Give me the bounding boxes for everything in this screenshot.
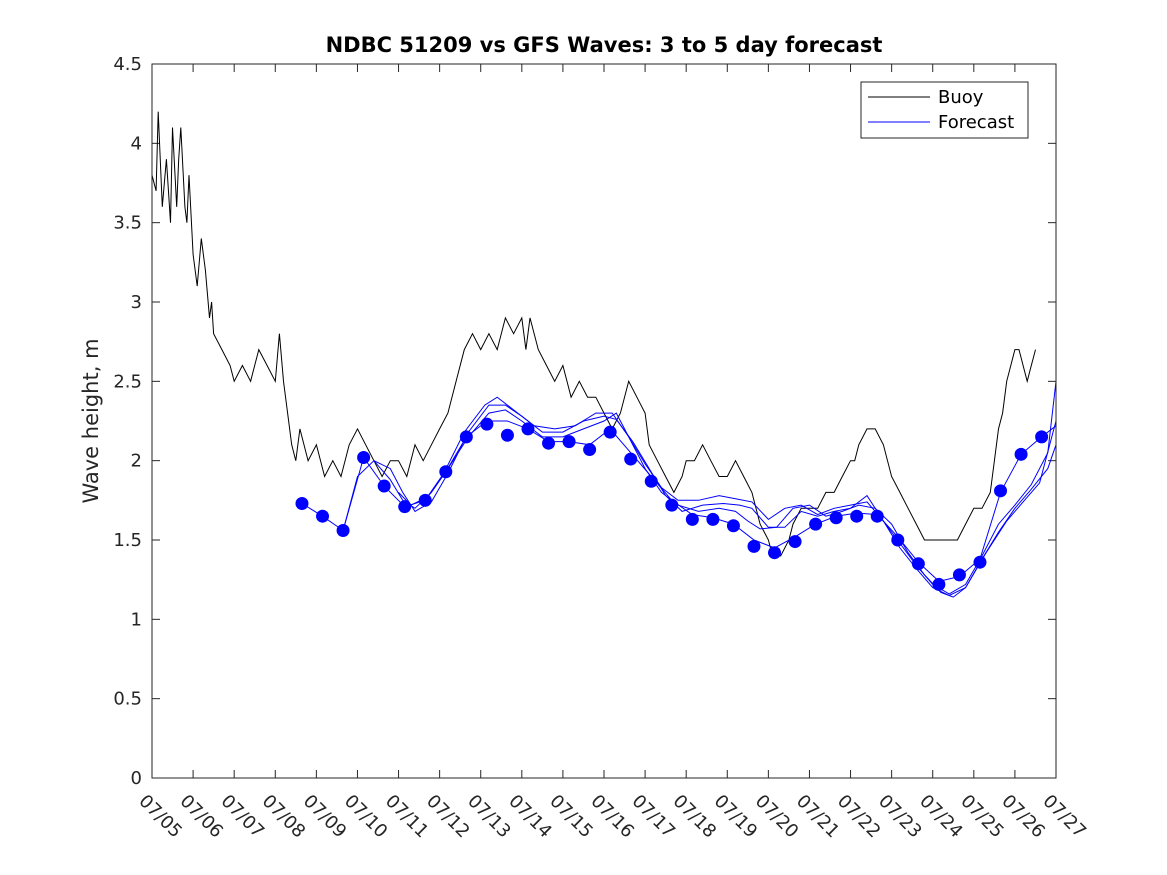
forecast-series-line bbox=[398, 381, 1057, 595]
x-tick-label: 07/16 bbox=[586, 791, 638, 843]
buoy-series-line bbox=[151, 111, 1036, 557]
forecast-point bbox=[1014, 447, 1028, 461]
x-tick-label: 07/26 bbox=[997, 791, 1049, 843]
y-axis-label: Wave height, m bbox=[79, 338, 103, 503]
forecast-point bbox=[706, 512, 720, 526]
y-tick-label: 0.5 bbox=[113, 689, 142, 710]
forecast-point bbox=[891, 533, 905, 547]
x-tick-label: 07/22 bbox=[833, 791, 885, 843]
x-tick-label: 07/07 bbox=[217, 791, 269, 843]
y-tick-label: 3 bbox=[131, 292, 142, 313]
forecast-point bbox=[768, 546, 782, 560]
x-tick-label: 07/10 bbox=[340, 791, 392, 843]
y-tick-label: 2.5 bbox=[113, 371, 142, 392]
y-tick-label: 1.5 bbox=[113, 530, 142, 551]
forecast-point bbox=[726, 519, 740, 533]
forecast-point bbox=[788, 535, 802, 549]
y-tick-label: 4 bbox=[131, 133, 142, 154]
x-tick-label: 07/17 bbox=[628, 791, 680, 843]
forecast-point bbox=[336, 523, 350, 537]
forecast-point bbox=[644, 474, 658, 488]
x-tick-label: 07/12 bbox=[422, 791, 474, 843]
x-tick-label: 07/25 bbox=[956, 791, 1008, 843]
y-tick-label: 4.5 bbox=[113, 54, 142, 75]
x-tick-label: 07/14 bbox=[504, 791, 556, 843]
forecast-point bbox=[357, 450, 371, 464]
forecast-point bbox=[870, 509, 884, 523]
forecast-point bbox=[459, 430, 473, 444]
forecast-point bbox=[850, 509, 864, 523]
x-tick-label: 07/13 bbox=[463, 791, 515, 843]
forecast-point bbox=[500, 428, 514, 442]
forecast-point bbox=[439, 465, 453, 479]
x-tick-label: 07/15 bbox=[545, 791, 597, 843]
legend-forecast-label: Forecast bbox=[938, 112, 1014, 133]
forecast-point bbox=[1035, 430, 1049, 444]
chart-title: NDBC 51209 vs GFS Waves: 3 to 5 day fore… bbox=[326, 33, 883, 57]
legend-buoy-label: Buoy bbox=[938, 87, 984, 108]
forecast-point bbox=[932, 577, 946, 591]
forecast-point bbox=[316, 509, 330, 523]
forecast-point bbox=[952, 568, 966, 582]
forecast-point bbox=[603, 425, 617, 439]
forecast-point bbox=[665, 498, 679, 512]
x-tick-label: 07/18 bbox=[669, 791, 721, 843]
forecast-point bbox=[521, 422, 535, 436]
x-tick-label: 07/27 bbox=[1038, 791, 1090, 843]
x-tick-label: 07/24 bbox=[915, 791, 967, 843]
x-tick-label: 07/11 bbox=[381, 791, 433, 843]
forecast-point bbox=[747, 539, 761, 553]
x-tick-label: 07/06 bbox=[176, 791, 228, 843]
forecast-point bbox=[829, 511, 843, 525]
y-tick-label: 2 bbox=[131, 451, 142, 472]
series-layer bbox=[151, 111, 1057, 598]
y-tick-label: 1 bbox=[131, 609, 142, 630]
legend: Buoy Forecast bbox=[860, 81, 1029, 139]
x-tick-label: 07/23 bbox=[874, 791, 926, 843]
x-tick-label: 07/08 bbox=[258, 791, 310, 843]
plot-frame bbox=[151, 63, 1057, 779]
legend-box bbox=[860, 81, 1029, 139]
forecast-point bbox=[418, 493, 432, 507]
forecast-point bbox=[295, 497, 309, 511]
forecast-point bbox=[685, 512, 699, 526]
forecast-point bbox=[377, 479, 391, 493]
forecast-point bbox=[542, 436, 556, 450]
forecast-point bbox=[562, 435, 576, 449]
forecast-point bbox=[583, 443, 597, 457]
forecast-point bbox=[398, 500, 412, 514]
y-tick-label: 3.5 bbox=[113, 213, 142, 234]
forecast-point bbox=[809, 517, 823, 531]
x-tick-label: 07/19 bbox=[710, 791, 762, 843]
forecast-point bbox=[624, 452, 638, 466]
y-tick-label: 0 bbox=[131, 768, 142, 789]
forecast-point bbox=[973, 555, 987, 569]
x-tick-label: 07/09 bbox=[299, 791, 351, 843]
x-tick-label: 07/20 bbox=[751, 791, 803, 843]
forecast-point bbox=[994, 484, 1008, 498]
y-axis: 0 0.5 1 1.5 2 2.5 3 3.5 4 4.5 bbox=[113, 54, 1056, 789]
x-tick-label: 07/21 bbox=[792, 791, 844, 843]
forecast-point bbox=[480, 417, 494, 431]
x-tick-label: 07/05 bbox=[134, 791, 186, 843]
forecast-point bbox=[911, 557, 925, 571]
